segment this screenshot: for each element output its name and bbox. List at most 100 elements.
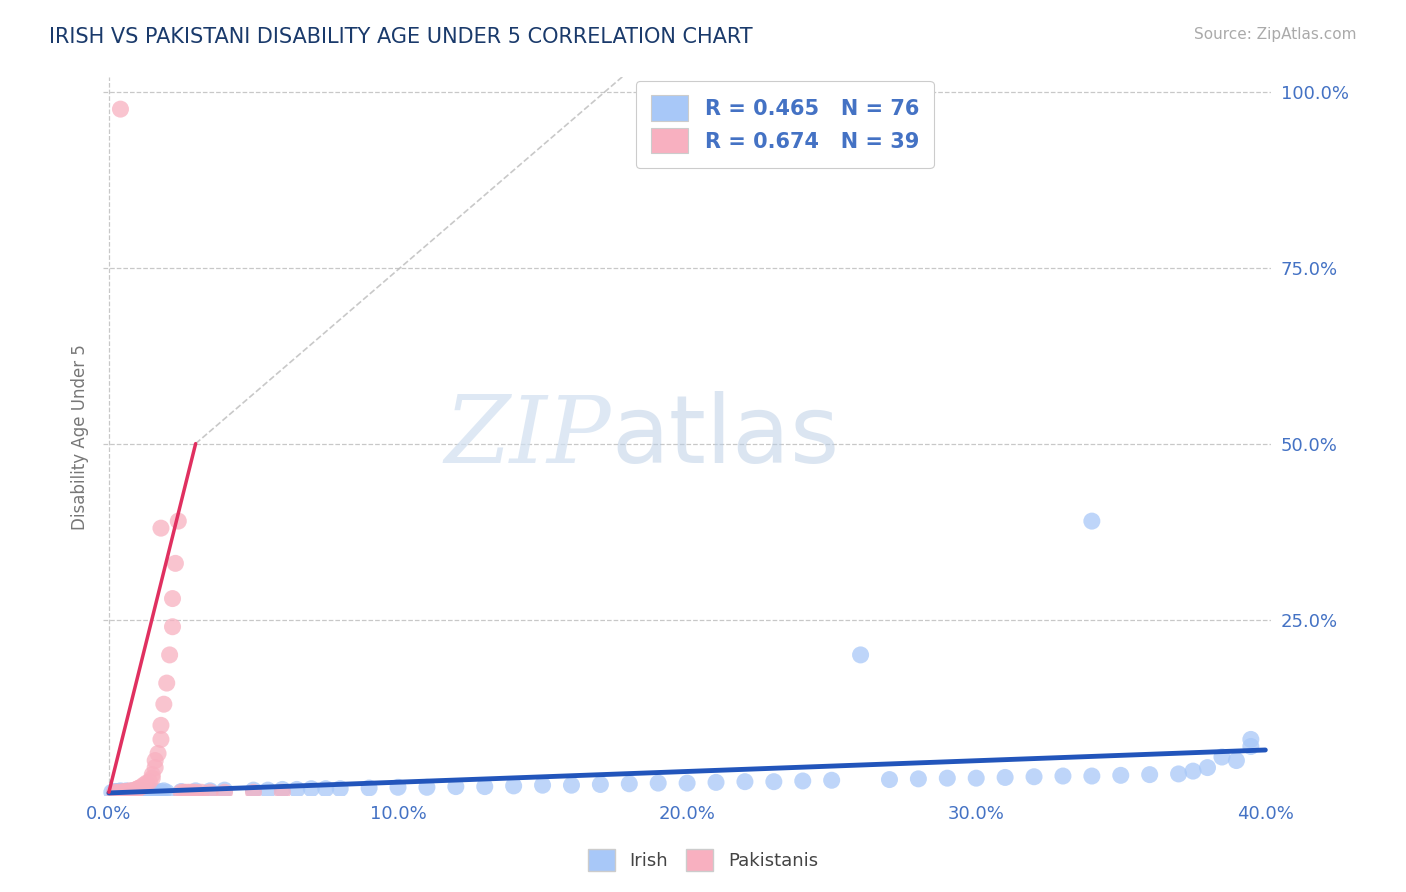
Point [146, 747, 169, 761]
Point [242, 785, 264, 799]
Point [589, 777, 612, 791]
Point [676, 776, 699, 790]
Point [1081, 514, 1104, 528]
Point [167, 514, 190, 528]
Point [821, 773, 844, 788]
Point [121, 784, 143, 798]
Point [704, 775, 727, 789]
Point [129, 784, 152, 798]
Point [143, 761, 166, 775]
Point [101, 785, 124, 799]
Point [107, 785, 129, 799]
Point [138, 774, 160, 789]
Point [156, 785, 179, 799]
Text: Source: ZipAtlas.com: Source: ZipAtlas.com [1194, 27, 1357, 42]
Point [141, 784, 163, 798]
Legend: Irish, Pakistanis: Irish, Pakistanis [581, 842, 825, 879]
Point [1022, 770, 1045, 784]
Point [1197, 761, 1219, 775]
Point [112, 785, 135, 799]
Point [127, 781, 149, 796]
Text: atlas: atlas [612, 391, 839, 483]
Point [118, 784, 141, 798]
Point [107, 785, 129, 799]
Text: IRISH VS PAKISTANI DISABILITY AGE UNDER 5 CORRELATION CHART: IRISH VS PAKISTANI DISABILITY AGE UNDER … [49, 27, 752, 46]
Point [141, 767, 163, 781]
Point [115, 785, 138, 799]
Point [762, 774, 785, 789]
Point [118, 784, 141, 798]
Point [315, 781, 337, 796]
Point [285, 782, 308, 797]
Point [162, 591, 184, 606]
Point [107, 784, 129, 798]
Point [299, 781, 322, 796]
Text: ZIP: ZIP [444, 392, 612, 482]
Point [110, 785, 132, 799]
Point [179, 785, 201, 799]
Point [118, 785, 141, 799]
Point [173, 785, 195, 799]
Point [792, 774, 814, 789]
Point [162, 620, 184, 634]
Point [1240, 732, 1263, 747]
Point [198, 785, 221, 799]
Point [242, 783, 264, 797]
Point [190, 785, 212, 799]
Point [1109, 768, 1132, 782]
Point [271, 785, 294, 799]
Point [170, 785, 193, 799]
Point [184, 785, 207, 799]
Point [104, 785, 127, 799]
Point [124, 783, 146, 797]
Point [143, 754, 166, 768]
Point [176, 785, 198, 799]
Point [141, 771, 163, 785]
Point [214, 783, 236, 797]
Y-axis label: Disability Age Under 5: Disability Age Under 5 [72, 343, 89, 530]
Point [110, 784, 132, 798]
Point [115, 784, 138, 798]
Point [849, 648, 872, 662]
Point [994, 771, 1017, 785]
Point [1081, 769, 1104, 783]
Point [149, 718, 172, 732]
Point [135, 776, 157, 790]
Point [129, 780, 152, 795]
Point [121, 785, 143, 799]
Point [132, 778, 155, 792]
Point [359, 780, 381, 795]
Point [149, 784, 172, 798]
Point [474, 780, 496, 794]
Point [619, 777, 641, 791]
Point [153, 784, 176, 798]
Point [734, 774, 756, 789]
Point [121, 784, 143, 798]
Point [1052, 769, 1074, 783]
Point [560, 778, 582, 792]
Point [127, 785, 149, 799]
Point [647, 776, 669, 790]
Point [936, 771, 959, 785]
Point [257, 783, 280, 797]
Point [127, 781, 149, 796]
Point [329, 781, 352, 796]
Point [1240, 739, 1263, 754]
Point [115, 784, 138, 798]
Point [124, 784, 146, 798]
Point [184, 784, 207, 798]
Point [159, 648, 181, 662]
Point [170, 784, 193, 798]
Point [198, 784, 221, 798]
Point [104, 784, 127, 798]
Point [1211, 750, 1233, 764]
Point [112, 784, 135, 798]
Point [153, 697, 176, 711]
Point [1225, 754, 1247, 768]
Point [1139, 767, 1161, 781]
Legend: R = 0.465   N = 76, R = 0.674   N = 39: R = 0.465 N = 76, R = 0.674 N = 39 [636, 80, 934, 168]
Point [965, 771, 987, 785]
Point [156, 676, 179, 690]
Point [135, 784, 157, 798]
Point [1167, 767, 1189, 781]
